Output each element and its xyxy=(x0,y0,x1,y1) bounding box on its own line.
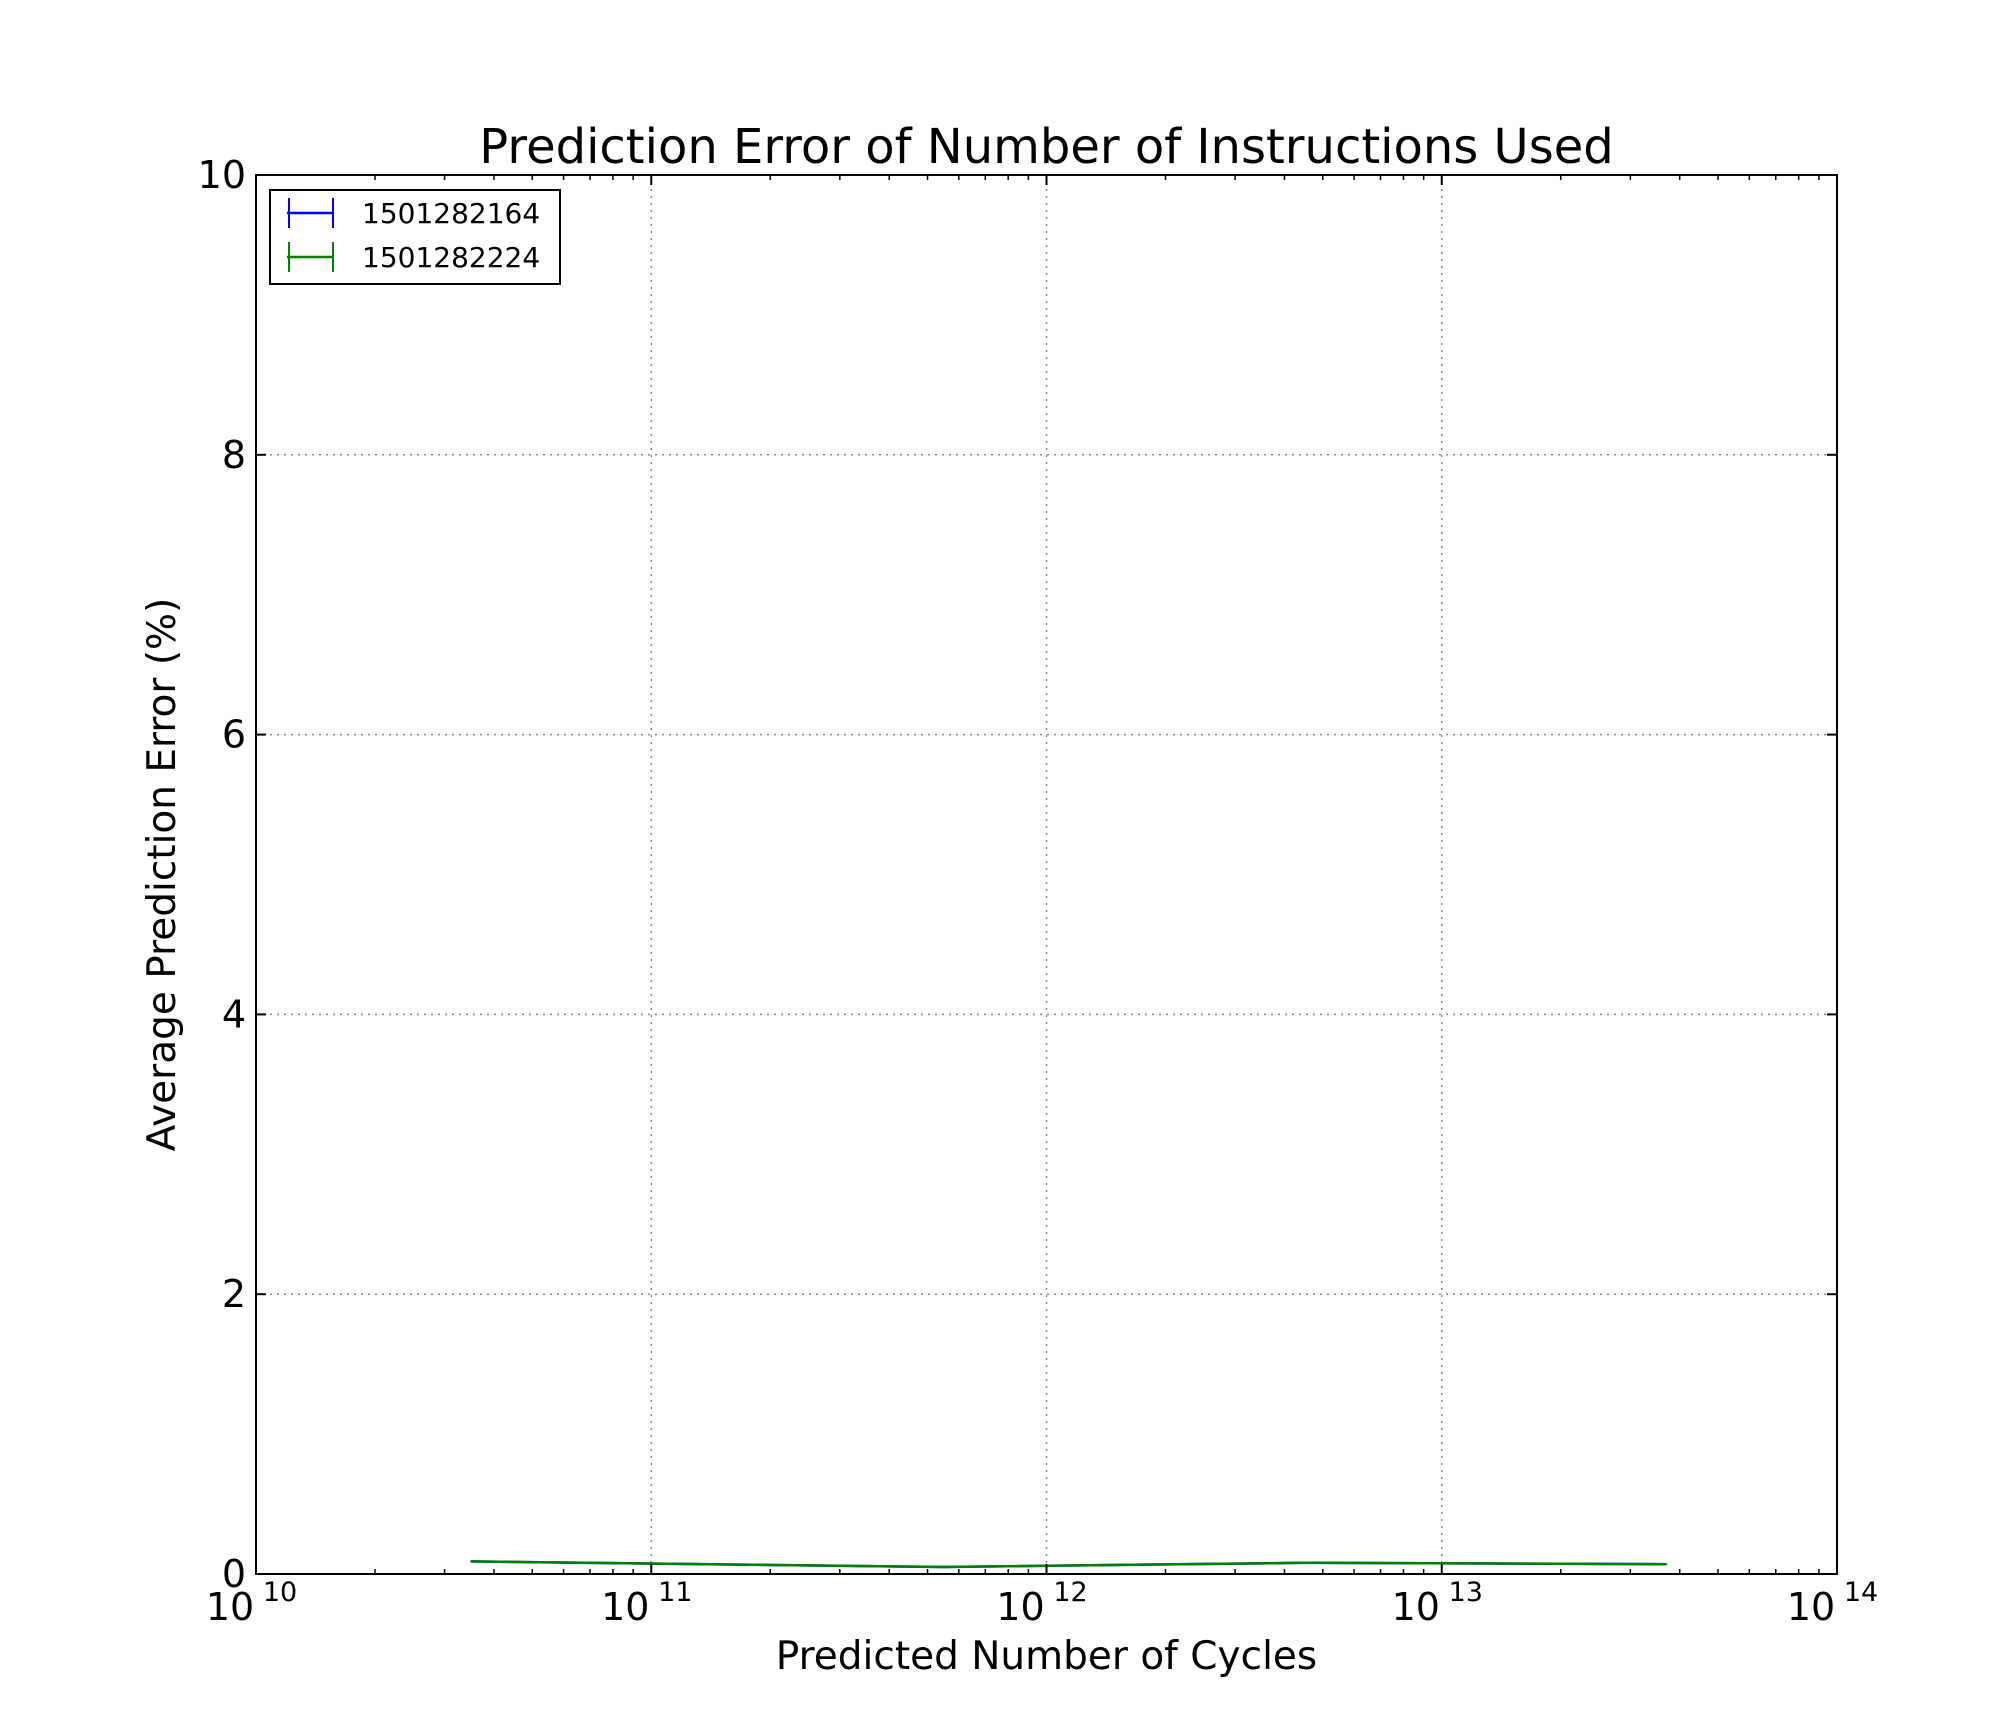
y-tick-label: 0 xyxy=(222,1552,246,1596)
y-axis-label: Average Prediction Error (%) xyxy=(140,598,185,1152)
series-layer xyxy=(470,1560,1668,1569)
legend-label: 1501282164 xyxy=(362,197,540,230)
x-tick-label: 10 xyxy=(1787,1585,1835,1629)
legend-box xyxy=(269,189,561,285)
legend-label: 1501282224 xyxy=(362,241,540,274)
legend-item: 1501282224 xyxy=(287,241,540,274)
x-tick-label: 10 xyxy=(206,1585,254,1629)
data-point xyxy=(943,1566,945,1568)
x-tick-label: 10 xyxy=(1392,1585,1440,1629)
plot-area-frame xyxy=(255,174,1838,1575)
chart-title: Prediction Error of Number of Instructio… xyxy=(479,119,1613,175)
series-2 xyxy=(470,1560,1668,1569)
x-tick-exponent: 12 xyxy=(1053,1577,1087,1608)
legend-item: 1501282164 xyxy=(287,197,540,230)
x-tick-exponent: 14 xyxy=(1844,1577,1878,1608)
legend: 1501282164 1501282224 xyxy=(269,189,561,285)
major-ticks xyxy=(255,174,1838,1575)
data-point xyxy=(1303,1562,1306,1564)
x-tick-label: 10 xyxy=(996,1585,1044,1629)
y-tick-labels: 0 2 4 6 8 10 xyxy=(198,153,246,1596)
y-tick-label: 10 xyxy=(198,153,246,197)
x-axis-label: Predicted Number of Cycles xyxy=(776,1634,1317,1679)
y-tick-label: 2 xyxy=(222,1272,246,1316)
x-tick-label: 10 xyxy=(601,1585,649,1629)
minor-ticks xyxy=(374,175,1820,1574)
x-tick-exponent: 10 xyxy=(263,1577,297,1608)
x-tick-exponent: 13 xyxy=(1449,1577,1483,1608)
grid xyxy=(256,175,1837,1574)
data-point xyxy=(1665,1563,1668,1566)
legend-items: 1501282164 1501282224 xyxy=(287,197,540,274)
x-tick-labels: 10 10 10 11 10 12 10 13 10 14 xyxy=(206,1577,1878,1629)
data-point xyxy=(470,1560,472,1563)
y-tick-label: 8 xyxy=(222,433,246,477)
x-tick-exponent: 11 xyxy=(658,1577,692,1608)
y-tick-label: 4 xyxy=(222,992,246,1036)
y-tick-label: 6 xyxy=(222,713,246,757)
series-line xyxy=(470,1560,1667,1569)
